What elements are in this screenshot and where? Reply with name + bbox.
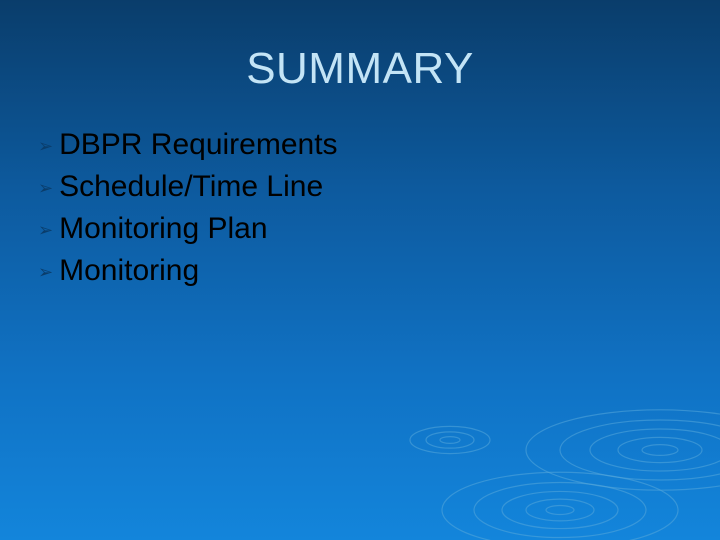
slide: SUMMARY ➢ DBPR Requirements ➢ Schedule/T…	[0, 0, 720, 540]
bullet-text: Monitoring	[59, 254, 199, 288]
slide-title: SUMMARY	[0, 44, 720, 94]
bullet-text: Schedule/Time Line	[59, 170, 323, 204]
ripple-decor	[300, 280, 720, 540]
chevron-right-icon: ➢	[38, 179, 53, 197]
bullet-item: ➢ DBPR Requirements	[38, 128, 338, 162]
bullet-text: DBPR Requirements	[59, 128, 337, 162]
bullet-text: Monitoring Plan	[59, 212, 267, 246]
chevron-right-icon: ➢	[38, 263, 53, 281]
bullet-item: ➢ Schedule/Time Line	[38, 170, 338, 204]
bullet-list: ➢ DBPR Requirements ➢ Schedule/Time Line…	[38, 128, 338, 288]
bullet-item: ➢ Monitoring	[38, 254, 338, 288]
chevron-right-icon: ➢	[38, 137, 53, 155]
bullet-item: ➢ Monitoring Plan	[38, 212, 338, 246]
chevron-right-icon: ➢	[38, 221, 53, 239]
